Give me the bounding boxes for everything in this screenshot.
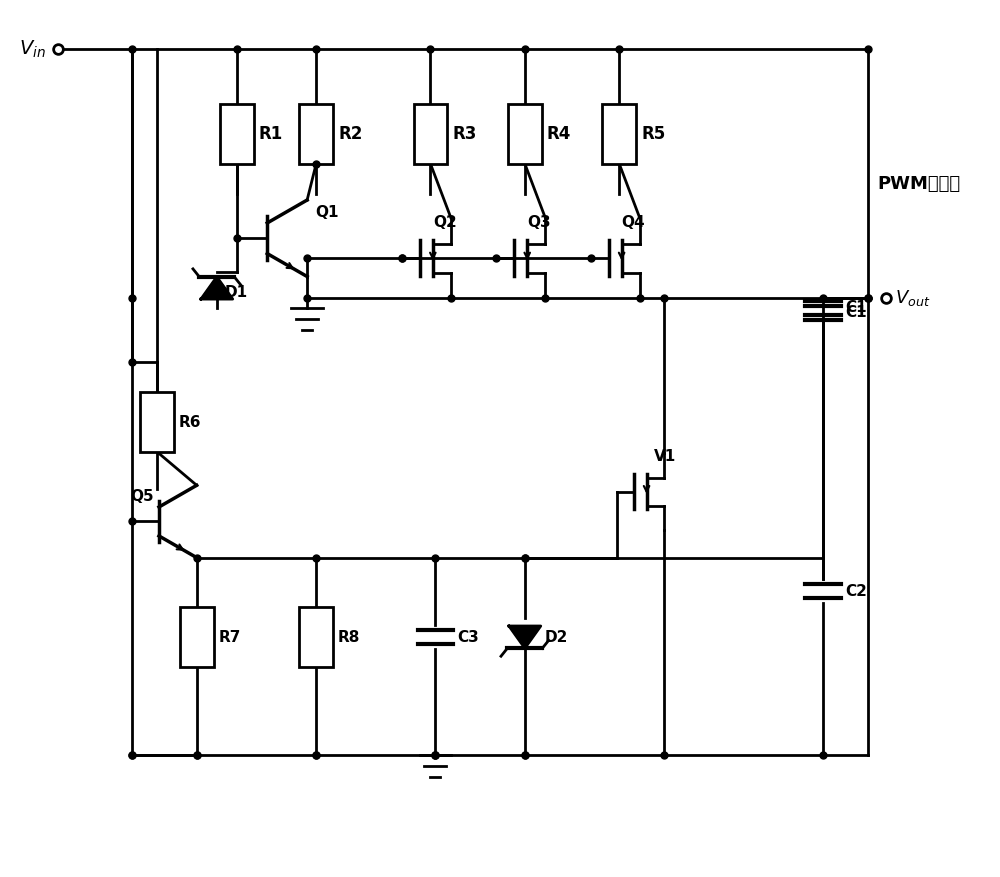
- Text: D2: D2: [545, 630, 568, 645]
- Text: C1: C1: [845, 300, 866, 316]
- Text: C2: C2: [845, 583, 867, 598]
- Text: $V_{in}$: $V_{in}$: [19, 39, 46, 61]
- Bar: [414, 104, 447, 164]
- Text: Q4: Q4: [622, 215, 645, 230]
- Bar: [180, 608, 214, 667]
- Bar: [602, 104, 636, 164]
- Text: Q2: Q2: [433, 215, 457, 230]
- Bar: [299, 608, 333, 667]
- Text: R1: R1: [259, 125, 283, 143]
- Bar: [299, 104, 333, 164]
- Text: R2: R2: [338, 125, 362, 143]
- Text: R5: R5: [641, 125, 665, 143]
- Text: D1: D1: [225, 285, 248, 301]
- Text: $V_{out}$: $V_{out}$: [895, 289, 931, 309]
- Text: V1: V1: [654, 449, 676, 464]
- Text: PWM控制器: PWM控制器: [878, 175, 961, 193]
- Text: R4: R4: [547, 125, 571, 143]
- Polygon shape: [201, 277, 233, 299]
- Text: R8: R8: [338, 630, 360, 645]
- Bar: [140, 392, 174, 452]
- Bar: [220, 104, 254, 164]
- Text: Q5: Q5: [130, 488, 154, 503]
- Polygon shape: [509, 626, 541, 648]
- Text: R7: R7: [219, 630, 241, 645]
- Text: Q3: Q3: [527, 215, 551, 230]
- Text: R3: R3: [452, 125, 477, 143]
- Text: R6: R6: [179, 415, 202, 430]
- Text: C3: C3: [457, 630, 479, 645]
- Text: C1: C1: [845, 305, 866, 320]
- Bar: [508, 104, 542, 164]
- Text: Q1: Q1: [315, 205, 339, 220]
